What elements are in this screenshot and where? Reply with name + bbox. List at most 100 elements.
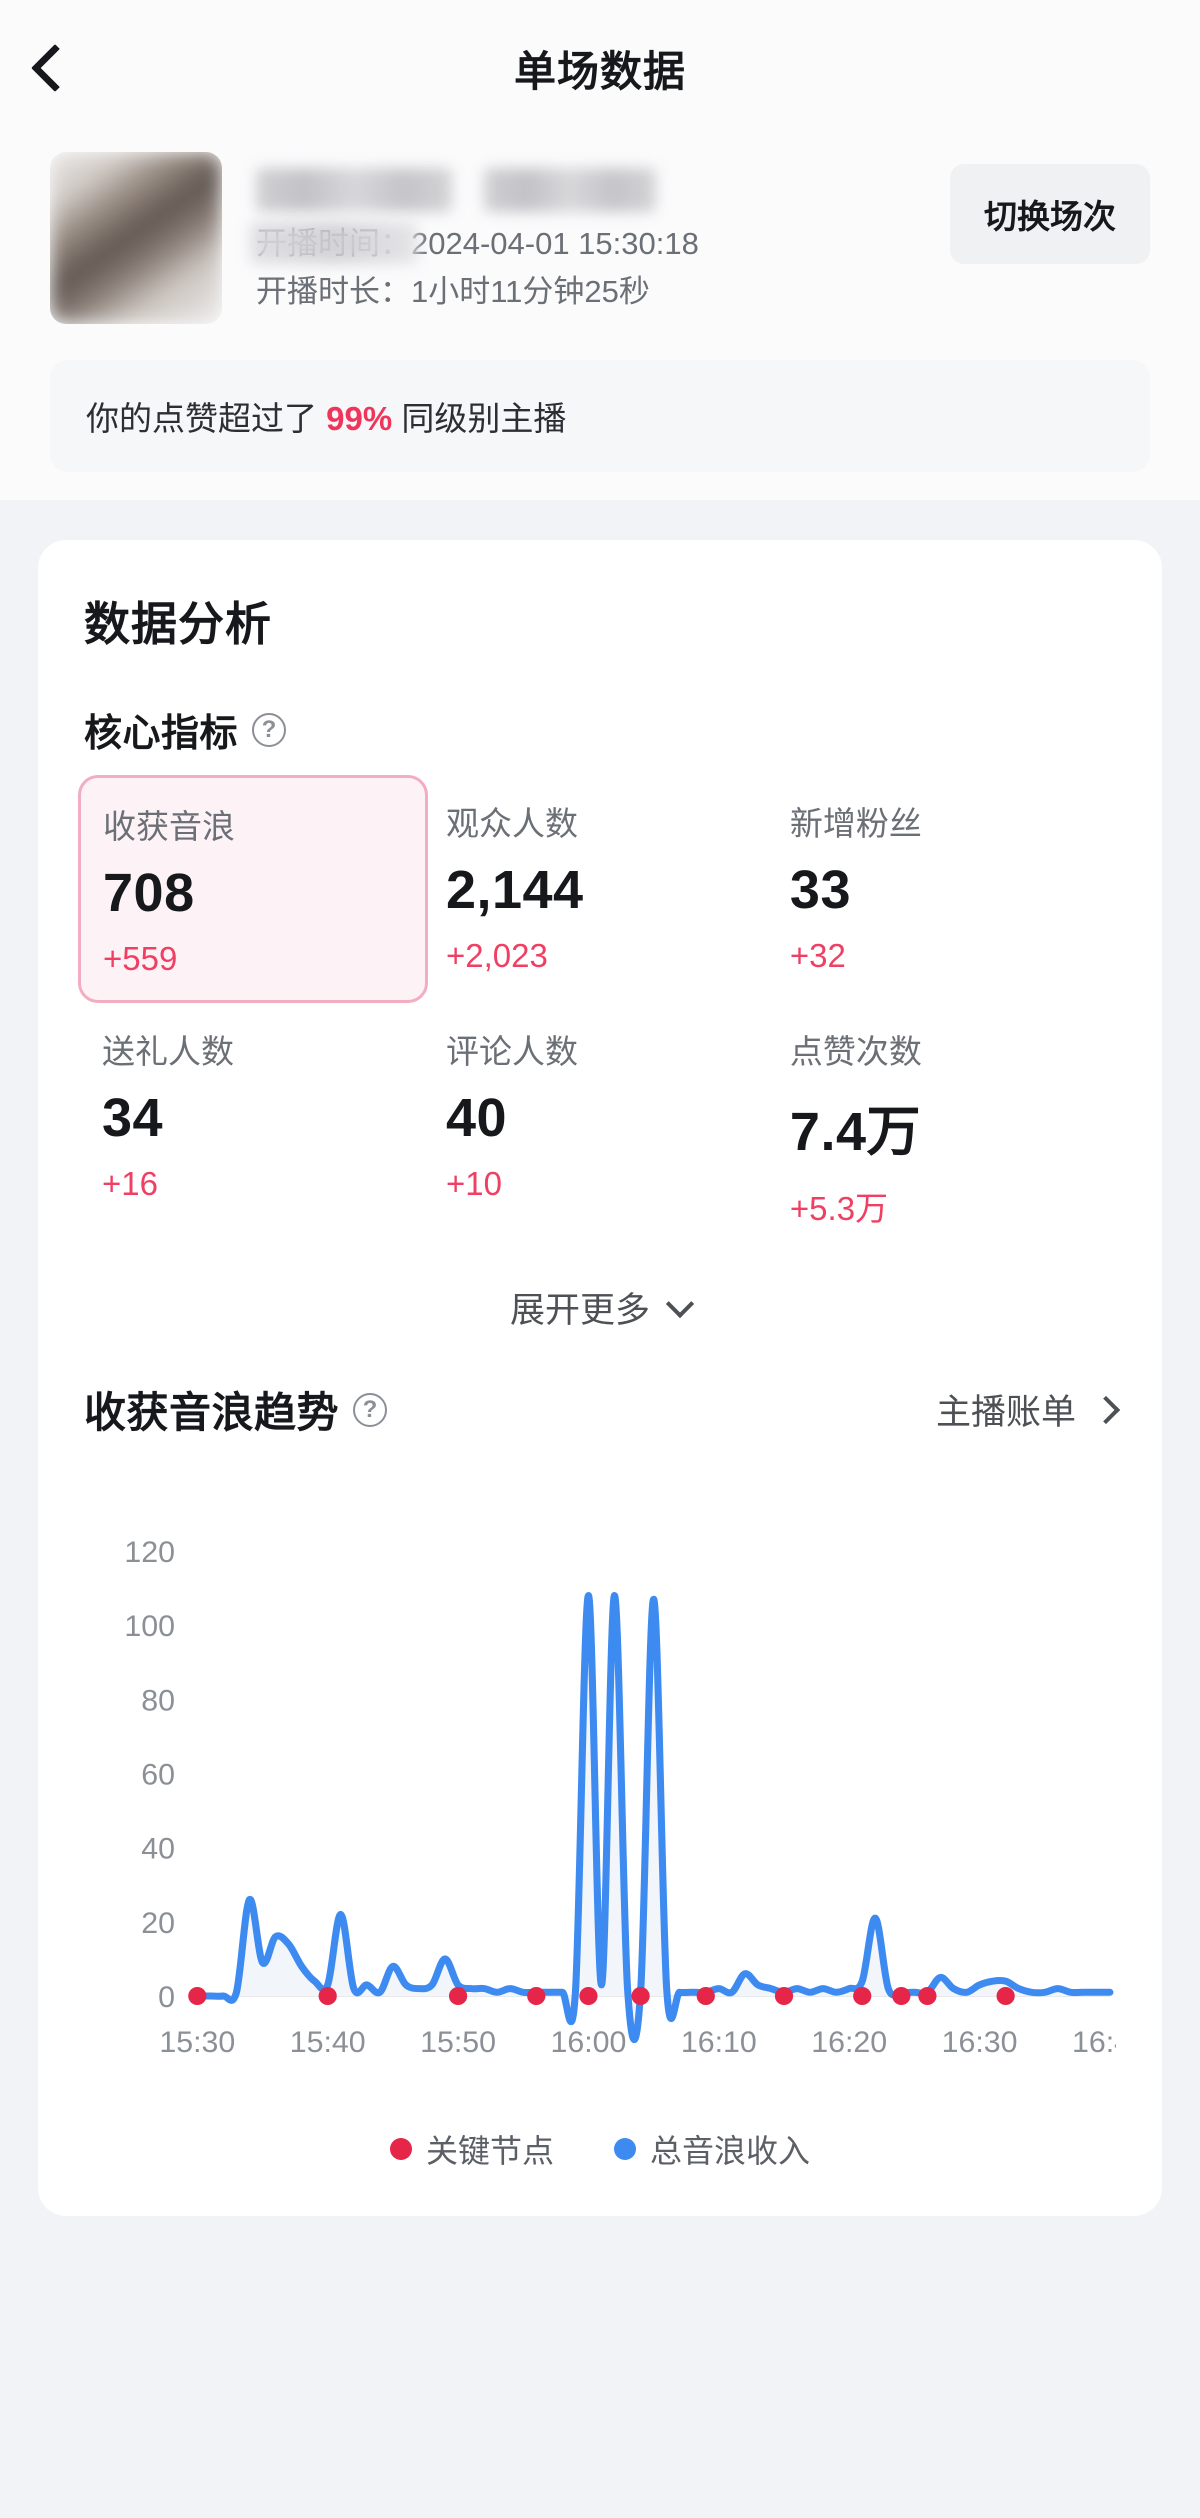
start-time-label-blur [250,222,418,264]
x-axis-tick: 16:00 [550,2026,626,2059]
chart-key-node-marker[interactable] [527,1987,546,2005]
anchor-bill-link[interactable]: 主播账单 [935,1384,1121,1435]
analysis-title: 数据分析 [84,598,272,650]
page-title: 单场数据 [513,47,686,95]
legend-item-key-node[interactable]: 关键节点 [389,2126,554,2172]
metric-value: 33 [789,860,851,920]
x-axis-tick: 15:40 [290,2026,366,2059]
back-button[interactable] [0,14,110,122]
x-axis-tick: 16:30 [942,2026,1018,2059]
metrics-row-1: 收获音浪 708 +559 观众人数 2,144 +2,023 新增粉丝 33 … [78,775,1116,1003]
metric-delta: +2,023 [445,937,548,974]
chevron-down-icon [665,1289,695,1318]
chart-key-node-marker[interactable] [918,1987,937,2005]
duration-row: 开播时长：1小时11分钟25秒 [256,274,650,310]
metric-delta: +5.3万 [789,1190,889,1227]
question-circle-icon[interactable]: ? [353,1392,388,1427]
avatar [50,152,222,324]
session-info: 开播时间：2024-04-01 15:30:18 开播时长：1小时11分钟25秒 [222,152,1150,316]
start-time-row: 开播时间：2024-04-01 15:30:18 [250,220,1150,268]
chevron-left-icon [30,43,80,93]
anchor-name-redacted [256,162,1150,220]
metric-label: 收获音浪 [103,808,235,845]
metric-label: 送礼人数 [102,1033,234,1070]
metric-delta: +10 [445,1165,502,1202]
core-metrics-grid: 收获音浪 708 +559 观众人数 2,144 +2,023 新增粉丝 33 … [78,775,1116,1252]
metric-card-yinlang[interactable]: 收获音浪 708 +559 [78,775,428,1003]
chart-key-node-marker[interactable] [188,1987,207,2005]
top-section: 单场数据 开播时间：2024-04-01 15:30:18 开播时长：1小时11… [0,0,1200,500]
legend-dot-red [389,2138,412,2160]
metric-delta: +16 [102,1165,158,1202]
x-axis-tick: 16:40 [1072,2026,1116,2059]
metric-card-likes[interactable]: 点赞次数 7.4万 +5.3万 [772,1003,1116,1252]
metric-value: 708 [103,863,195,923]
metric-delta: +32 [789,937,846,974]
status-bar [0,0,1200,14]
chart-key-node-marker[interactable] [579,1987,598,2005]
y-axis-tick: 80 [141,1685,175,1718]
metric-value: 2,144 [445,860,584,920]
anchor-name-blur-2 [484,168,656,212]
trend-header: 收获音浪趋势 ? 主播账单 [84,1379,1121,1440]
metric-label: 新增粉丝 [789,805,922,842]
x-axis-tick: 15:50 [420,2026,496,2059]
legend-dot-blue [614,2138,636,2160]
praise-banner: 你的点赞超过了 99% 同级别主播 [50,360,1150,472]
chart-key-node-marker[interactable] [892,1987,911,2005]
x-axis-tick: 15:30 [159,2026,235,2059]
trend-title-group: 收获音浪趋势 ? [84,1379,388,1440]
chart-svg: 0 20 40 60 80 100 120 15:30 15:40 15:50 16:00 16:10… [124,1536,1116,2059]
switch-session-button[interactable]: 切换场次 [950,164,1150,264]
analysis-card: 数据分析 核心指标 ? 收获音浪 708 +559 观众人数 2,144 +2,… [38,540,1162,2216]
chart-key-node-marker[interactable] [318,1987,337,2005]
legend-item-total-income[interactable]: 总音浪收入 [614,2126,810,2172]
trend-title: 收获音浪趋势 [84,1389,340,1436]
y-axis-tick: 60 [141,1759,175,1792]
question-circle-icon[interactable]: ? [252,712,287,747]
y-axis-tick: 20 [141,1907,175,1940]
metric-value: 34 [102,1088,164,1148]
core-metrics-title: 核心指标 [84,713,239,755]
legend-label: 总音浪收入 [650,2133,811,2169]
y-axis-tick: 40 [141,1833,175,1866]
y-axis-tick: 0 [158,1981,175,2014]
legend-label: 关键节点 [425,2133,554,2169]
page-header: 单场数据 [0,14,1200,122]
chevron-right-icon [1091,1395,1121,1424]
chart-key-node-marker[interactable] [996,1987,1015,2005]
x-axis-tick: 16:10 [681,2026,757,2059]
expand-more-button[interactable]: 展开更多 [84,1282,1116,1333]
anchor-bill-label: 主播账单 [935,1393,1076,1432]
metric-label: 点赞次数 [789,1033,922,1070]
expand-more-label: 展开更多 [509,1291,650,1330]
metric-value: 7.4万 [789,1102,921,1162]
start-time-value: 2024-04-01 15:30:18 [411,226,699,261]
metric-label: 评论人数 [445,1033,578,1070]
praise-suffix: 同级别主播 [392,400,567,437]
chart-key-node-marker[interactable] [774,1987,794,2005]
chart-key-node-marker[interactable] [448,1987,468,2005]
chart-legend: 关键节点 总音浪收入 [84,2126,1116,2172]
metric-card-viewers[interactable]: 观众人数 2,144 +2,023 [428,775,772,1003]
y-axis-tick: 100 [124,1610,175,1643]
core-metrics-header: 核心指标 ? [84,702,1116,757]
anchor-name-blur-1 [256,168,452,212]
session-profile: 开播时间：2024-04-01 15:30:18 开播时长：1小时11分钟25秒… [0,122,1200,324]
chart-key-node-marker[interactable] [696,1987,715,2005]
chart-line-total-income [193,1592,1114,2044]
metrics-row-2: 送礼人数 34 +16 评论人数 40 +10 点赞次数 7.4万 +5.3万 [84,1003,1116,1252]
yinlang-trend-chart[interactable]: 0 20 40 60 80 100 120 15:30 15:40 15:50 16:00 16:10… [84,1500,1116,2172]
avatar-image-blurred [50,152,222,324]
chart-key-node-marker[interactable] [631,1987,650,2005]
metric-value: 40 [445,1088,508,1148]
chart-area-fill [197,1595,1110,2040]
metric-card-gifters[interactable]: 送礼人数 34 +16 [84,1003,428,1252]
chart-key-node-marker[interactable] [853,1987,872,2005]
praise-percent: 99% [326,400,393,437]
metric-label: 观众人数 [445,805,578,842]
x-axis-tick: 16:20 [811,2026,887,2059]
metric-card-commenters[interactable]: 评论人数 40 +10 [428,1003,772,1252]
metric-card-new-fans[interactable]: 新增粉丝 33 +32 [772,775,1116,1003]
